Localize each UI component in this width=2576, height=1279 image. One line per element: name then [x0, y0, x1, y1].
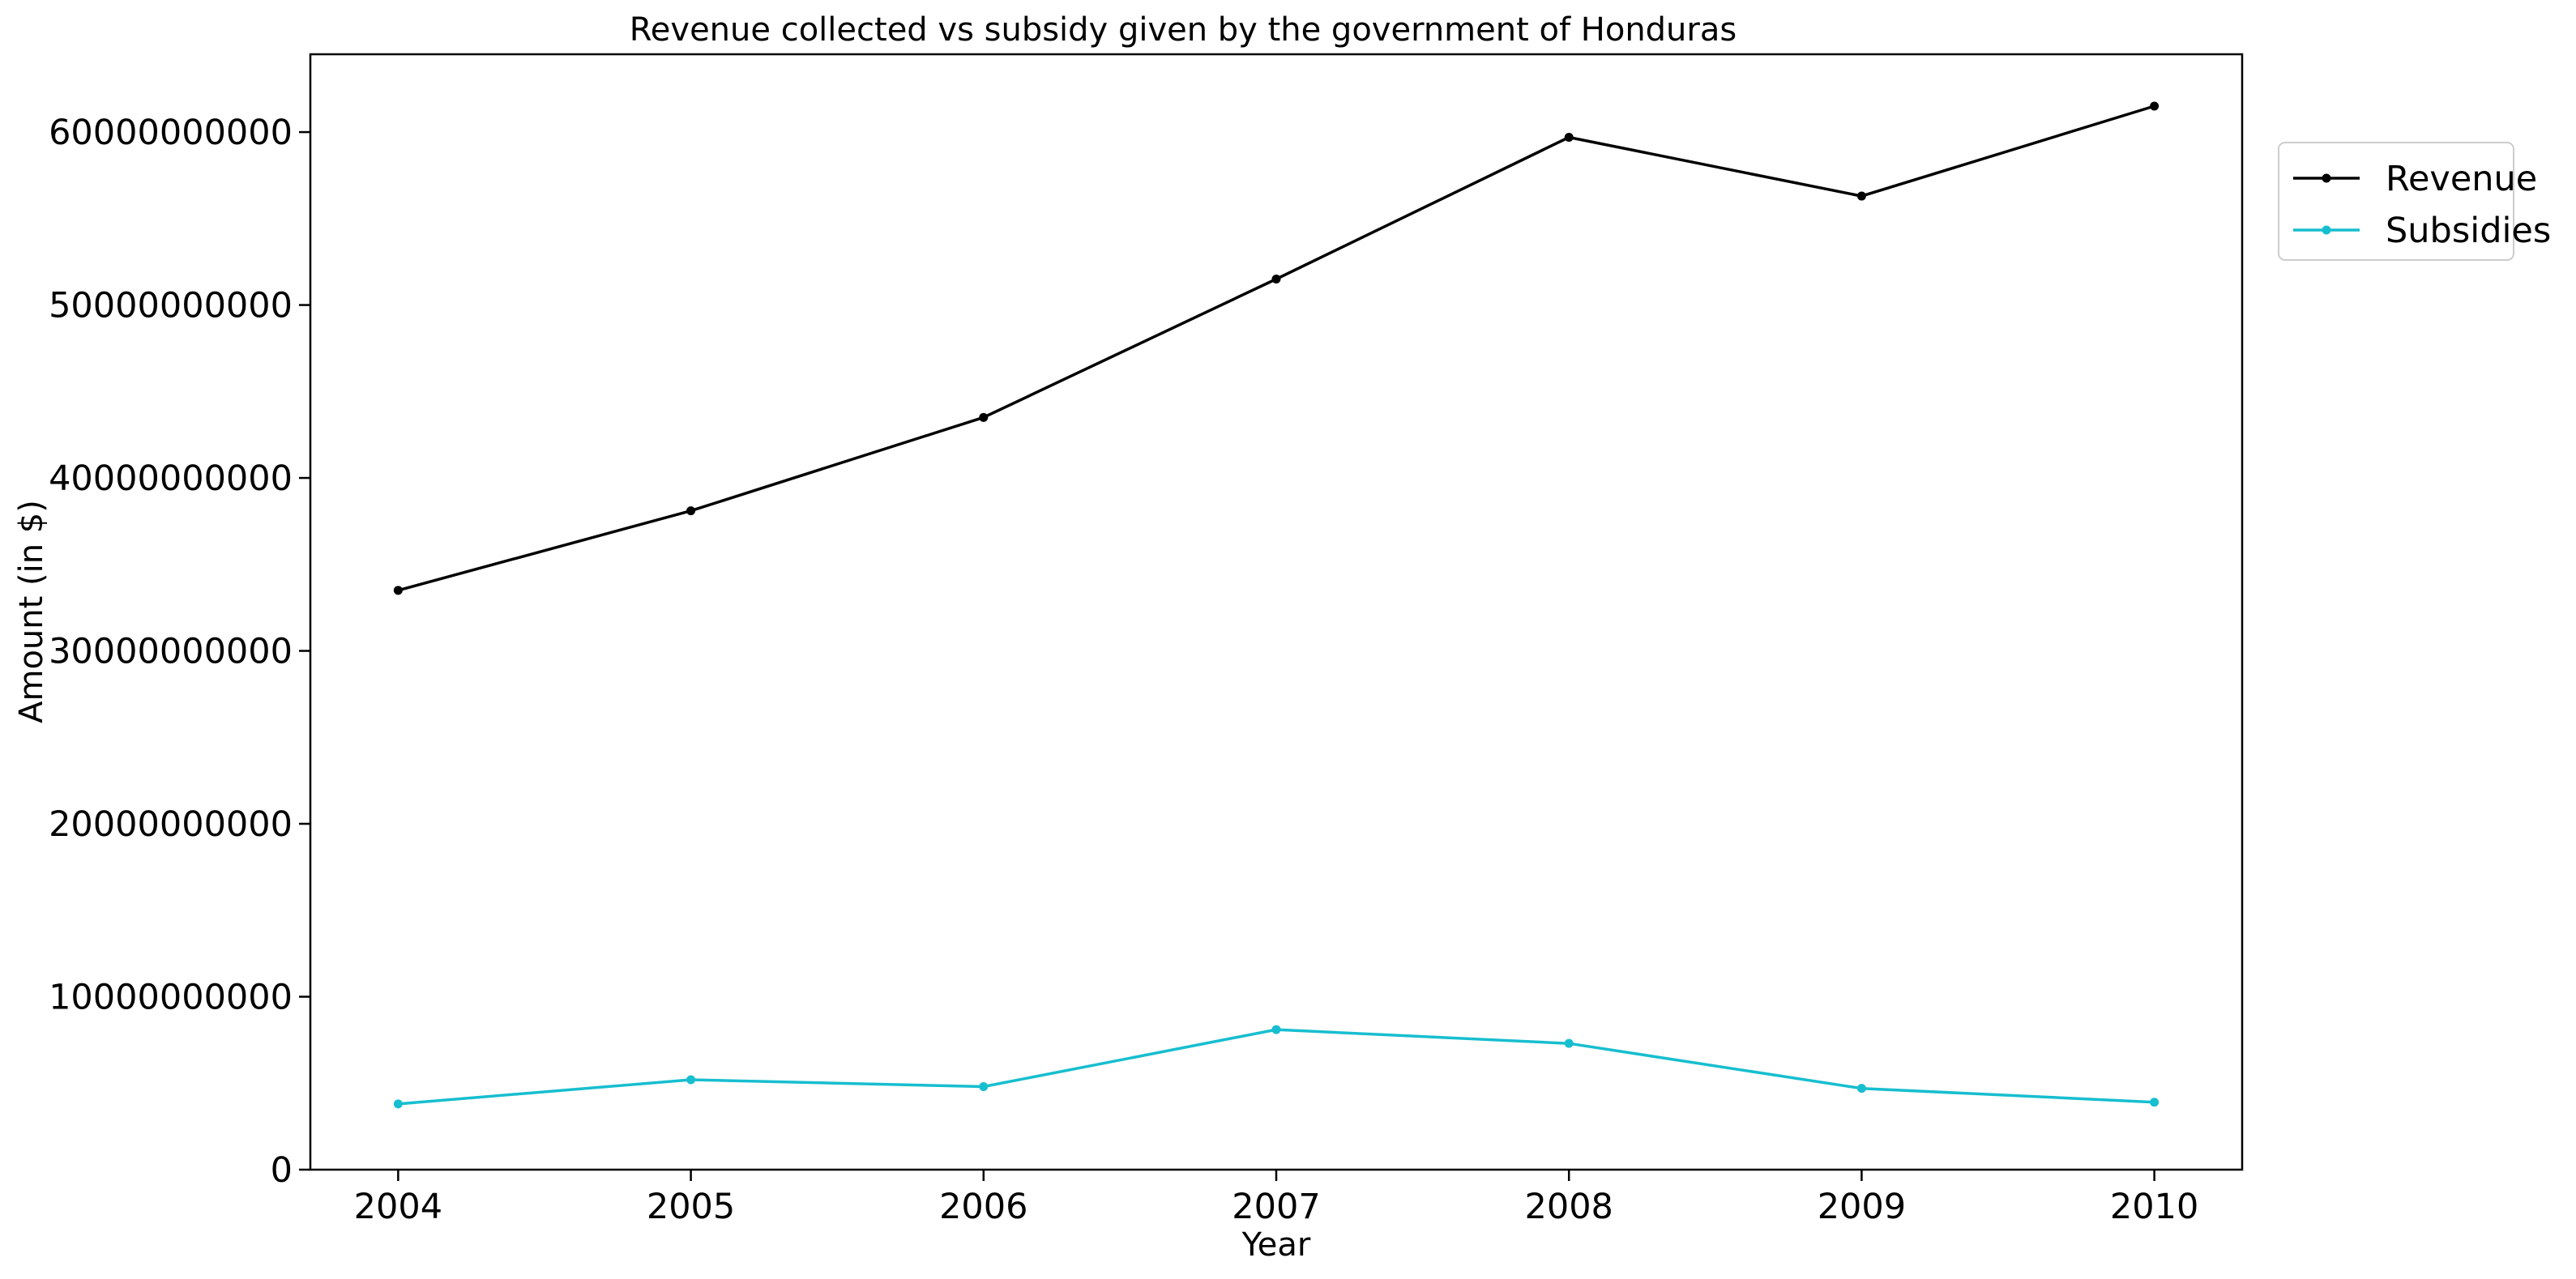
data-point-subsidies-2008 — [1564, 1038, 1574, 1048]
data-point-revenue-2005 — [686, 506, 696, 516]
data-point-revenue-2004 — [393, 586, 403, 595]
series-subsidies — [393, 1025, 2159, 1109]
legend-marker-revenue — [2322, 173, 2331, 183]
y-tick-label-6: 60000000000 — [49, 113, 293, 153]
data-point-subsidies-2007 — [1271, 1025, 1281, 1034]
data-point-revenue-2006 — [979, 412, 989, 422]
x-axis: 2004 2005 2006 2007 2008 2009 2010 — [354, 1170, 2198, 1227]
y-tick-label-3: 30000000000 — [49, 632, 293, 672]
y-tick-label-1: 10000000000 — [49, 978, 293, 1018]
legend-label-revenue: Revenue — [2386, 159, 2537, 199]
data-point-revenue-2008 — [1564, 132, 1574, 142]
legend: Revenue Subsidies — [2278, 142, 2551, 261]
y-tick-label-2: 20000000000 — [49, 804, 293, 845]
x-tick-label-2007: 2007 — [1232, 1187, 1320, 1227]
series-layer — [393, 101, 2159, 1109]
x-tick-label-2005: 2005 — [647, 1187, 735, 1227]
x-tick-label-2010: 2010 — [2110, 1187, 2198, 1227]
x-axis-label: Year — [1241, 1226, 1311, 1264]
data-point-subsidies-2004 — [393, 1099, 403, 1109]
data-point-subsidies-2009 — [1856, 1084, 1866, 1094]
x-tick-label-2006: 2006 — [939, 1187, 1027, 1227]
y-tick-label-5: 50000000000 — [49, 286, 293, 326]
x-tick-label-2004: 2004 — [354, 1187, 442, 1227]
x-tick-label-2009: 2009 — [1818, 1187, 1906, 1227]
y-tick-label-4: 40000000000 — [49, 458, 293, 499]
series-line-revenue — [397, 104, 2155, 592]
plot-frame — [309, 53, 2244, 1171]
chart-title: Revenue collected vs subsidy given by th… — [630, 11, 1737, 49]
legend-marker-subsidies — [2322, 225, 2331, 235]
y-axis-label: Amount (in $) — [13, 500, 50, 723]
y-axis: 0 10000000000 20000000000 30000000000 400000… — [49, 113, 310, 1191]
series-revenue — [393, 101, 2159, 595]
x-tick-label-2008: 2008 — [1524, 1187, 1613, 1227]
y-tick-label-0: 0 — [271, 1150, 293, 1191]
data-point-revenue-2010 — [2150, 101, 2159, 111]
data-point-subsidies-2005 — [686, 1075, 696, 1085]
legend-item-revenue: Revenue — [2293, 159, 2537, 199]
legend-label-subsidies: Subsidies — [2386, 211, 2551, 251]
series-line-subsidies — [398, 1028, 2155, 1106]
data-point-subsidies-2010 — [2150, 1098, 2159, 1107]
plot-area — [309, 53, 2244, 1171]
data-point-revenue-2009 — [1856, 191, 1866, 201]
data-point-subsidies-2006 — [979, 1082, 989, 1092]
data-point-revenue-2007 — [1271, 275, 1281, 284]
legend-item-subsidies: Subsidies — [2293, 211, 2551, 251]
